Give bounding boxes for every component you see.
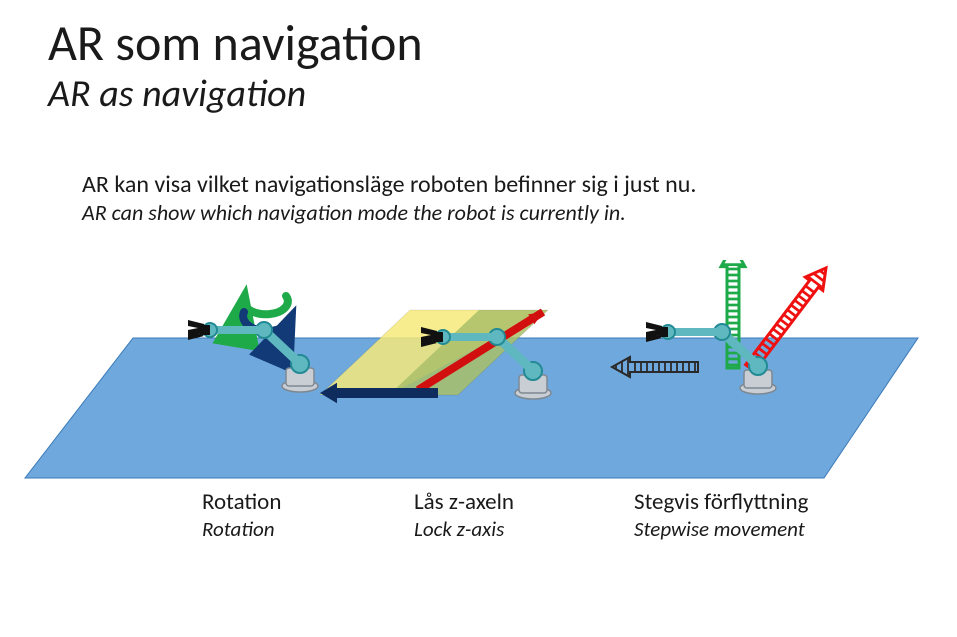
mode-label-stepwise: Stegvis förflyttning Stepwise movement [634,488,808,542]
slide-title-block: AR som navigation AR as navigation [48,18,423,117]
description-secondary: AR can show which navigation mode the ro… [82,199,696,226]
title-secondary: AR as navigation [48,71,423,117]
mode-label-lockz: Lås z-axeln Lock z-axis [414,488,514,542]
title-primary: AR som navigation [48,18,423,71]
mode-label-rotation: Rotation Rotation [202,488,281,542]
mode-label-primary: Lås z-axeln [414,488,514,516]
mode-label-secondary: Stepwise movement [634,516,808,542]
description-block: AR kan visa vilket navigationsläge robot… [82,170,696,226]
diagram-area [0,260,957,520]
description-primary: AR kan visa vilket navigationsläge robot… [82,170,696,199]
mode-label-primary: Rotation [202,488,281,516]
mode-label-secondary: Rotation [202,516,281,542]
mode-label-secondary: Lock z-axis [414,516,514,542]
mode-label-primary: Stegvis förflyttning [634,488,808,516]
